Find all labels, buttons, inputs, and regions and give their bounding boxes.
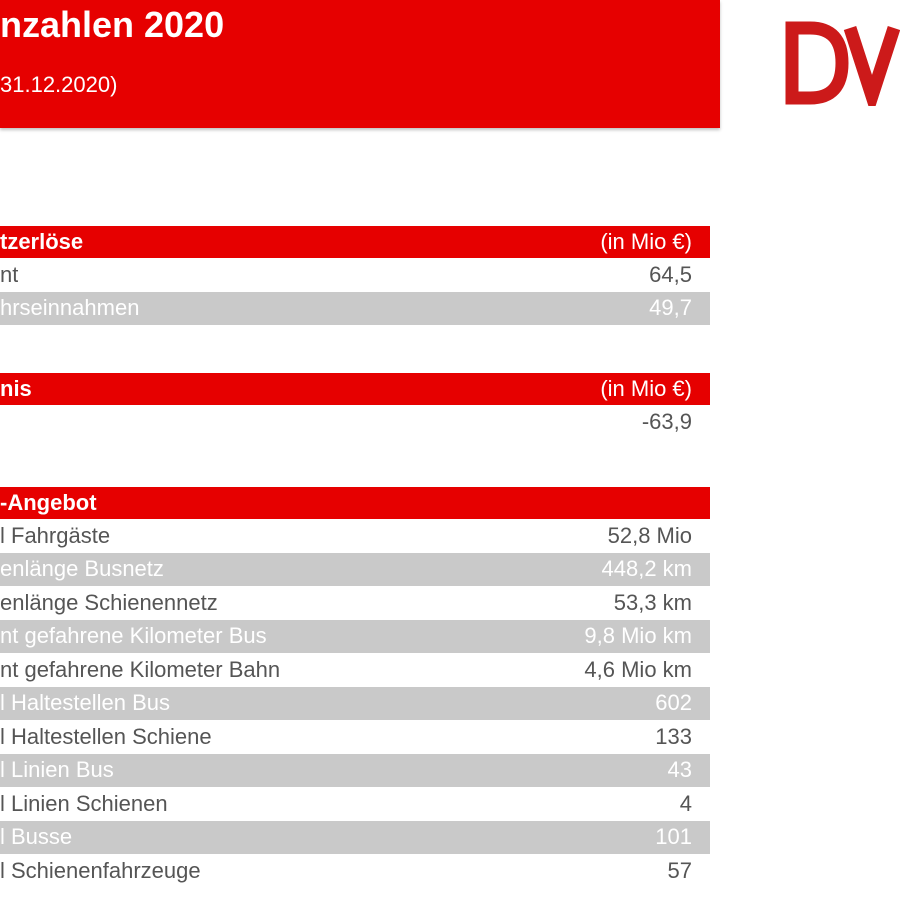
section-title: -Angebot — [0, 490, 97, 515]
table-row: nt gefahrene Kilometer Bus 9,8 Mio km — [0, 619, 710, 653]
table-row: -63,9 — [0, 405, 710, 439]
row-value: 4 — [679, 790, 692, 816]
row-value: 49,7 — [649, 295, 692, 321]
row-label: l Haltestellen Bus — [0, 690, 170, 716]
row-label: l Linien Bus — [0, 757, 114, 783]
row-label: l Schienenfahrzeuge — [0, 857, 201, 883]
table-row: l Schienenfahrzeuge 57 — [0, 854, 710, 888]
row-label: enlänge Busnetz — [0, 556, 164, 582]
table-row: nt 64,5 — [0, 258, 710, 292]
row-label: nt gefahrene Kilometer Bus — [0, 623, 267, 649]
table-row: l Linien Schienen 4 — [0, 787, 710, 821]
row-value: 101 — [655, 824, 692, 850]
row-value: 53,3 km — [613, 589, 692, 615]
table-row: nt gefahrene Kilometer Bahn 4,6 Mio km — [0, 653, 710, 687]
row-label: hrseinnahmen — [0, 295, 140, 321]
section-header: nis (in Mio €) — [0, 373, 710, 405]
table-row: enlänge Schienennetz 53,3 km — [0, 586, 710, 620]
table-row: l Haltestellen Bus 602 — [0, 686, 710, 720]
row-value: 43 — [667, 757, 692, 783]
page-title: nzahlen 2020 — [0, 4, 225, 45]
row-label: l Haltestellen Schiene — [0, 723, 212, 749]
row-label: nt gefahrene Kilometer Bahn — [0, 656, 281, 682]
section-umsatzerloese: tzerlöse (in Mio €) nt 64,5 hrseinnahmen… — [0, 226, 710, 325]
table-row: l Fahrgäste 52,8 Mio — [0, 519, 710, 553]
section-ergebnis: nis (in Mio €) -63,9 — [0, 373, 710, 439]
row-value: 52,8 Mio — [607, 522, 692, 548]
row-label: enlänge Schienennetz — [0, 589, 218, 615]
row-label: nt — [0, 261, 19, 287]
page-subtitle: 31.12.2020) — [0, 72, 118, 97]
dva-logo — [785, 21, 900, 106]
table-row: enlänge Busnetz 448,2 km — [0, 552, 710, 586]
row-label: l Linien Schienen — [0, 790, 168, 816]
table-row: l Linien Bus 43 — [0, 753, 710, 787]
section-angebot: -Angebot l Fahrgäste 52,8 Mio enlänge Bu… — [0, 487, 710, 888]
row-value: 133 — [655, 723, 692, 749]
title-banner: nzahlen 2020 31.12.2020) — [0, 0, 720, 128]
table-row: hrseinnahmen 49,7 — [0, 291, 710, 325]
section-title: tzerlöse — [0, 229, 84, 254]
section-unit: (in Mio €) — [600, 376, 692, 401]
row-value: 64,5 — [649, 261, 692, 287]
row-label: l Busse — [0, 824, 73, 850]
row-value: -63,9 — [641, 408, 692, 434]
row-value: 602 — [655, 690, 692, 716]
row-value: 57 — [667, 857, 692, 883]
row-value: 9,8 Mio km — [584, 623, 692, 649]
row-label: l Fahrgäste — [0, 522, 111, 548]
row-value: 4,6 Mio km — [584, 656, 692, 682]
section-header: tzerlöse (in Mio €) — [0, 226, 710, 258]
section-title: nis — [0, 376, 32, 401]
table-row: l Haltestellen Schiene 133 — [0, 720, 710, 754]
row-value: 448,2 km — [601, 556, 693, 582]
section-unit: (in Mio €) — [600, 229, 692, 254]
table-row: l Busse 101 — [0, 820, 710, 854]
section-header: -Angebot — [0, 487, 710, 519]
